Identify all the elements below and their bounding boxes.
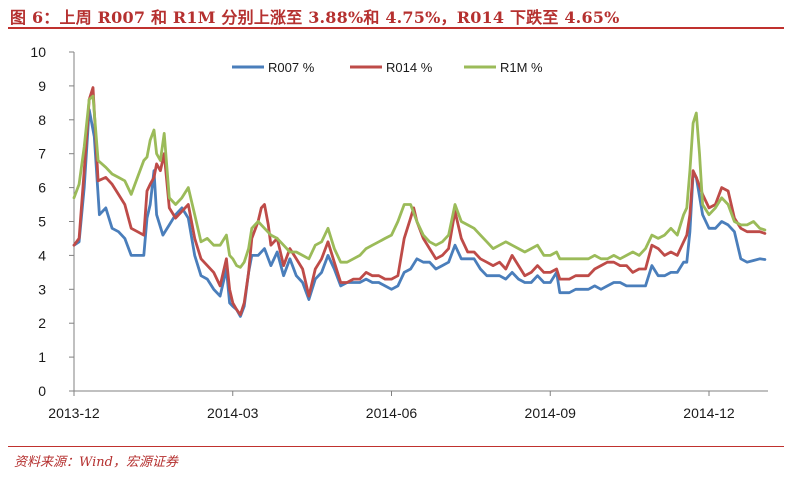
y-tick-label: 0 — [38, 383, 46, 399]
title-divider — [8, 27, 784, 29]
chart-axes: 0 1 2 3 4 5 6 7 8 9 10 2013-12 2014-03 2014-06 2014-09… — [30, 44, 768, 421]
x-tick-label: 2014-06 — [366, 405, 418, 421]
y-tick-label: 8 — [38, 112, 46, 128]
legend-label-r007: R007 % — [268, 60, 315, 75]
y-tick-label: 7 — [38, 146, 46, 162]
x-tick-label: 2014-09 — [525, 405, 577, 421]
y-tick-label: 4 — [38, 247, 46, 263]
source-note: 资料来源：Wind，宏源证券 — [14, 455, 178, 470]
series-line-r014 — [72, 86, 767, 317]
series-line-r007 — [72, 108, 767, 318]
source-divider — [8, 446, 784, 447]
chart-legend: R007 % R014 % R1M % — [232, 60, 543, 75]
y-tick-label: 6 — [38, 180, 46, 196]
series-line-r1m — [72, 94, 767, 269]
legend-label-r014: R014 % — [386, 60, 433, 75]
x-tick-label: 2014-12 — [683, 405, 735, 421]
x-tick-label: 2013-12 — [48, 405, 100, 421]
legend-label-r1m: R1M % — [500, 60, 543, 75]
y-tick-label: 2 — [38, 315, 46, 331]
y-tick-label: 10 — [30, 44, 46, 60]
y-tick-label: 5 — [38, 214, 46, 230]
chart-title: 图 6：上周 R007 和 R1M 分别上涨至 3.88%和 4.75%，R01… — [10, 8, 620, 27]
y-tick-label: 3 — [38, 281, 46, 297]
x-tick-label: 2014-03 — [207, 405, 259, 421]
y-tick-label: 9 — [38, 78, 46, 94]
chart-series — [72, 86, 767, 318]
y-tick-label: 1 — [38, 349, 46, 365]
